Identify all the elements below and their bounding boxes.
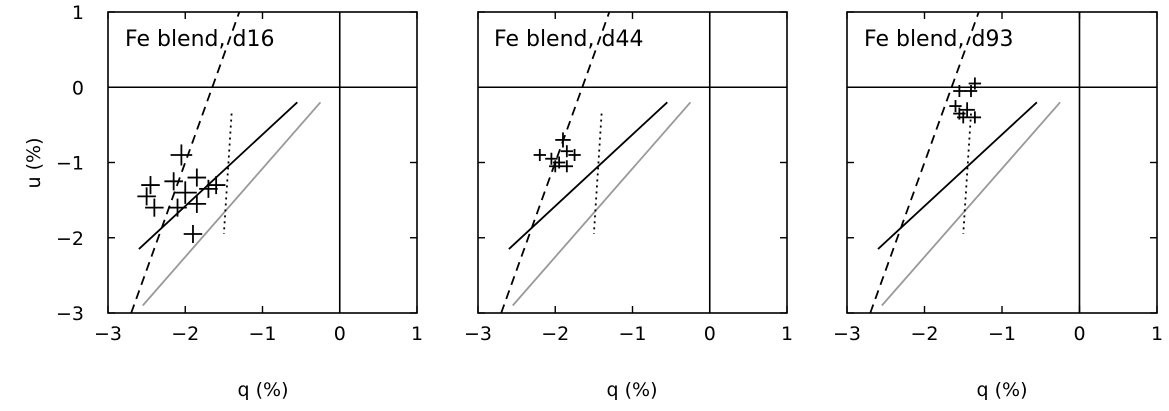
- panel-1-y-tick-label: −1: [56, 153, 84, 175]
- panel-1-dashed-reference-line: [130, 11, 241, 314]
- panel-1-x-tick-label: 1: [411, 323, 423, 345]
- panel-1-data-point: [187, 168, 207, 187]
- panel-1-data-point: [145, 198, 164, 217]
- panel-2-black-reference-line: [508, 101, 668, 250]
- panel-3-x-tick-label: 1: [1151, 323, 1163, 345]
- panel-2-data-point: [560, 145, 574, 158]
- panel-2-data-point: [560, 160, 574, 173]
- panel-2-data-point: [545, 152, 558, 165]
- panel-1-gray-reference-line: [142, 101, 322, 307]
- panel-1-data-point: [168, 198, 187, 217]
- panel-1-x-axis-label: q (%): [238, 379, 289, 401]
- panel-2-frame: [477, 11, 788, 314]
- panel-2-dashed-reference-line: [500, 11, 611, 314]
- panel-1-black-reference-line: [138, 101, 298, 250]
- panel-3: Fe blend, d93 q (%) −3 −2 −1 0 1: [833, 11, 1163, 401]
- panel-2-x-tick-label: −3: [464, 323, 492, 345]
- panel-1-y-tick-label: 1: [72, 2, 84, 24]
- panel-2-data-point: [549, 160, 562, 173]
- panel-2-data-point: [555, 132, 571, 148]
- panel-2-title: Fe blend, d44: [494, 27, 643, 52]
- y-axis-label: u (%): [23, 138, 45, 189]
- panel-1-y-tick-label: −2: [56, 228, 84, 250]
- panel-1-data-point: [141, 176, 160, 195]
- panel-2-x-tick-label: 1: [781, 323, 793, 345]
- panel-1-data-point: [183, 224, 203, 244]
- panel-1-y-tick-label: −3: [56, 303, 84, 325]
- panel-3-data-point: [968, 77, 982, 90]
- panel-3-dotted-reference-line: [962, 113, 972, 235]
- panel-3-x-tick-label: −3: [833, 323, 861, 345]
- panel-2-x-axis-label: q (%): [607, 379, 658, 401]
- panel-3-gray-reference-line: [881, 101, 1061, 307]
- panel-3-data-point: [949, 100, 962, 113]
- panel-1-data-point: [170, 144, 193, 166]
- panel-1-title: Fe blend, d16: [125, 27, 274, 52]
- panel-2-dotted-reference-line: [592, 113, 603, 235]
- panel-1-data-point: [137, 187, 156, 206]
- panel-3-data-point: [968, 111, 982, 124]
- panel-1-data-point: [173, 181, 197, 204]
- panel-1-data-point: [164, 172, 183, 191]
- panel-3-x-tick-label: −2: [910, 323, 938, 345]
- panel-3-data-point: [953, 84, 966, 98]
- panel-3-data-point: [964, 84, 978, 98]
- panel-1-x-tick-label: −1: [248, 323, 276, 345]
- panel-1: Fe blend, d16 q (%) −3 −2 −1 0 1 1 0 −1 −2 −3: [56, 2, 423, 401]
- panel-1-x-tick-label: 0: [334, 323, 346, 345]
- panel-1-x-tick-label: −3: [94, 323, 122, 345]
- panel-2-x-tick-label: −2: [541, 323, 569, 345]
- panel-3-x-axis-label: q (%): [977, 379, 1028, 401]
- panel-1-dotted-reference-line: [222, 113, 233, 235]
- panel-2-data-point: [568, 148, 581, 161]
- panel-1-data-point: [199, 179, 218, 198]
- panel-2-x-tick-label: −1: [618, 323, 646, 345]
- panel-1-frame: [107, 11, 418, 314]
- panel-3-frame: [846, 11, 1158, 314]
- panel-2-x-tick-label: 0: [704, 323, 716, 345]
- panel-3-x-tick-label: 0: [1073, 323, 1085, 345]
- panel-1-data-point: [206, 176, 226, 195]
- panel-2-gray-reference-line: [512, 101, 692, 307]
- panel-3-black-reference-line: [877, 101, 1038, 250]
- panel-3-data-point: [959, 102, 975, 118]
- panel-3-title: Fe blend, d93: [864, 27, 1013, 52]
- panel-1-data-point: [187, 194, 207, 213]
- panel-1-y-tick-label: 0: [72, 77, 84, 99]
- panel-3-dashed-reference-line: [869, 11, 980, 314]
- panel-2-data-point: [533, 148, 546, 161]
- panel-3-x-tick-label: −1: [988, 323, 1016, 345]
- panel-2: Fe blend, d44 q (%) −3 −2 −1 0 1: [464, 11, 793, 401]
- panel-1-x-tick-label: −2: [171, 323, 199, 345]
- panel-3-data-point: [957, 111, 970, 124]
